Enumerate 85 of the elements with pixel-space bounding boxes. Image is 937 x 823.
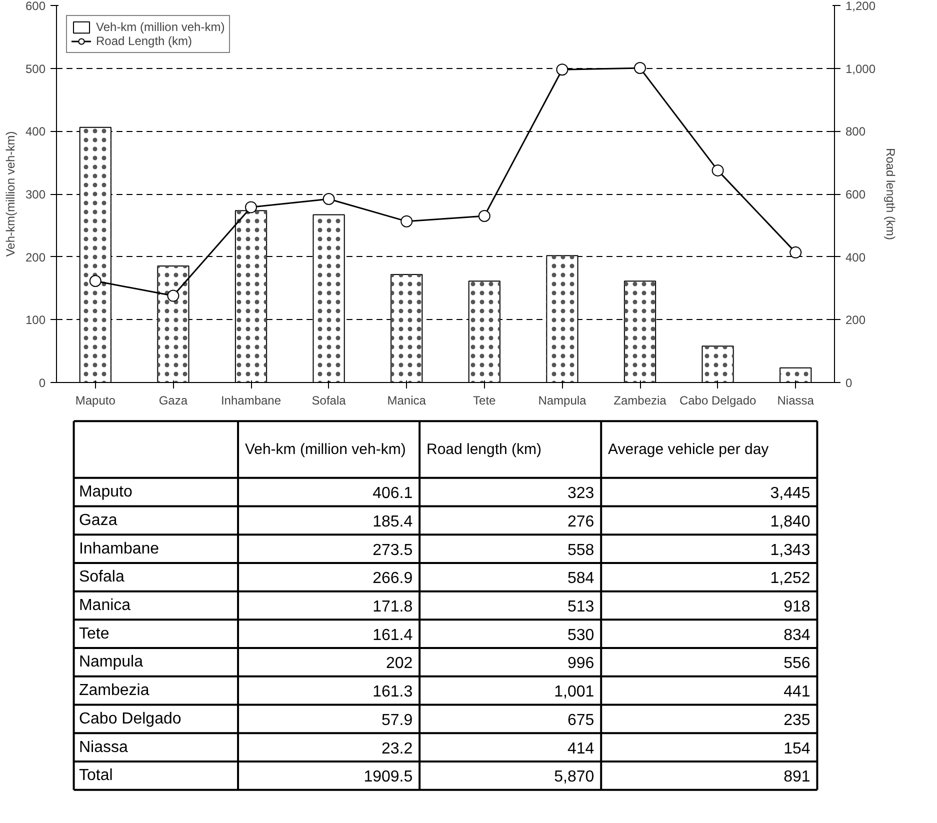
text: Sofala bbox=[78, 568, 124, 586]
text: 57.9 bbox=[382, 712, 413, 729]
text: Average vehicle per day bbox=[608, 441, 770, 458]
text: 513 bbox=[567, 598, 594, 616]
text: 154 bbox=[784, 740, 810, 758]
text: Gaza bbox=[78, 512, 118, 529]
y2-tick-label: 200 bbox=[846, 313, 866, 328]
point bbox=[167, 290, 180, 302]
text: 161.4 bbox=[372, 626, 413, 644]
text: 1909.5 bbox=[364, 768, 413, 786]
text: 834 bbox=[784, 626, 810, 644]
x-tick-label: Nampula bbox=[538, 394, 587, 408]
text: Zambezia bbox=[78, 682, 150, 700]
text: 161.3 bbox=[372, 684, 413, 701]
text: 23.2 bbox=[382, 740, 413, 758]
text: 202 bbox=[386, 655, 413, 672]
text: 1,001 bbox=[554, 684, 594, 701]
text: 266.9 bbox=[372, 570, 413, 588]
text: 406.1 bbox=[372, 485, 413, 502]
text: Tete bbox=[78, 625, 110, 642]
x-tick-label: Niassa bbox=[777, 394, 814, 408]
text: 1,343 bbox=[770, 542, 810, 559]
text: Niassa bbox=[78, 738, 128, 756]
y-axis-title: Veh-km(million veh-km) bbox=[3, 131, 18, 257]
text: Nampula bbox=[78, 654, 144, 671]
text: 558 bbox=[567, 542, 594, 559]
y2-tick-label: 400 bbox=[846, 250, 866, 264]
y-tick-label: 200 bbox=[25, 250, 46, 264]
y2-tick-label: 800 bbox=[846, 124, 866, 139]
x-tick-label: Inhambane bbox=[220, 394, 282, 408]
point bbox=[712, 164, 724, 176]
text: 584 bbox=[567, 570, 594, 588]
text: 996 bbox=[567, 655, 594, 672]
y-tick-label: 500 bbox=[25, 62, 46, 76]
text: 273.5 bbox=[372, 542, 413, 559]
y-tick-label: 300 bbox=[25, 188, 46, 202]
y-tick-label: 600 bbox=[25, 0, 46, 13]
text: 441 bbox=[784, 684, 810, 701]
y2-tick-label: 0 bbox=[846, 376, 852, 390]
point bbox=[322, 193, 335, 206]
text: 171.8 bbox=[372, 598, 413, 616]
text: 675 bbox=[567, 712, 594, 729]
point bbox=[245, 201, 257, 214]
x-tick-label: Sofala bbox=[312, 394, 346, 408]
text: Manica bbox=[78, 597, 131, 614]
y2-tick-label: 1,200 bbox=[846, 0, 876, 13]
point bbox=[790, 246, 802, 258]
text: 414 bbox=[567, 740, 594, 758]
text: Cabo Delgado bbox=[78, 710, 182, 728]
point bbox=[634, 62, 646, 74]
text: 1,840 bbox=[770, 513, 810, 530]
x-tick-label: Tete bbox=[473, 394, 496, 408]
text: 235 bbox=[784, 712, 810, 729]
text: 1,252 bbox=[770, 570, 810, 588]
text: 891 bbox=[784, 768, 810, 786]
text: 185.4 bbox=[372, 513, 413, 530]
text: Maputo bbox=[78, 484, 132, 501]
legend-label: Veh-km (million veh-km) bbox=[96, 20, 225, 34]
x-tick-label: Zambezia bbox=[614, 394, 667, 408]
text: 5,870 bbox=[554, 768, 594, 786]
x-tick-label: Manica bbox=[387, 394, 426, 408]
x-tick-label: Cabo Delgado bbox=[679, 394, 756, 408]
y-tick-label: 100 bbox=[25, 313, 46, 328]
x-tick-label: Gaza bbox=[158, 394, 188, 408]
x-tick-label: Maputo bbox=[75, 394, 116, 408]
y2-tick-label: 600 bbox=[846, 188, 866, 202]
text: 556 bbox=[784, 655, 810, 672]
y-tick-label: 0 bbox=[38, 376, 46, 390]
text: Road length (km) bbox=[426, 441, 542, 458]
text: 918 bbox=[784, 598, 810, 616]
y2-axis-title: Road length (km) bbox=[884, 148, 898, 240]
text: Inhambane bbox=[78, 540, 160, 558]
y2-tick-label: 1,000 bbox=[846, 62, 876, 76]
text: 3,445 bbox=[770, 485, 810, 502]
text: 323 bbox=[567, 485, 594, 502]
text: 276 bbox=[567, 513, 594, 530]
text: 530 bbox=[567, 626, 594, 644]
point bbox=[400, 215, 413, 228]
text: Total bbox=[78, 767, 113, 784]
y-tick-label: 400 bbox=[25, 124, 46, 139]
text: Veh-km (million veh-km) bbox=[244, 441, 406, 458]
point bbox=[478, 210, 490, 222]
legend-label: Road Length (km) bbox=[96, 34, 192, 48]
point bbox=[89, 275, 102, 288]
point bbox=[556, 64, 568, 76]
